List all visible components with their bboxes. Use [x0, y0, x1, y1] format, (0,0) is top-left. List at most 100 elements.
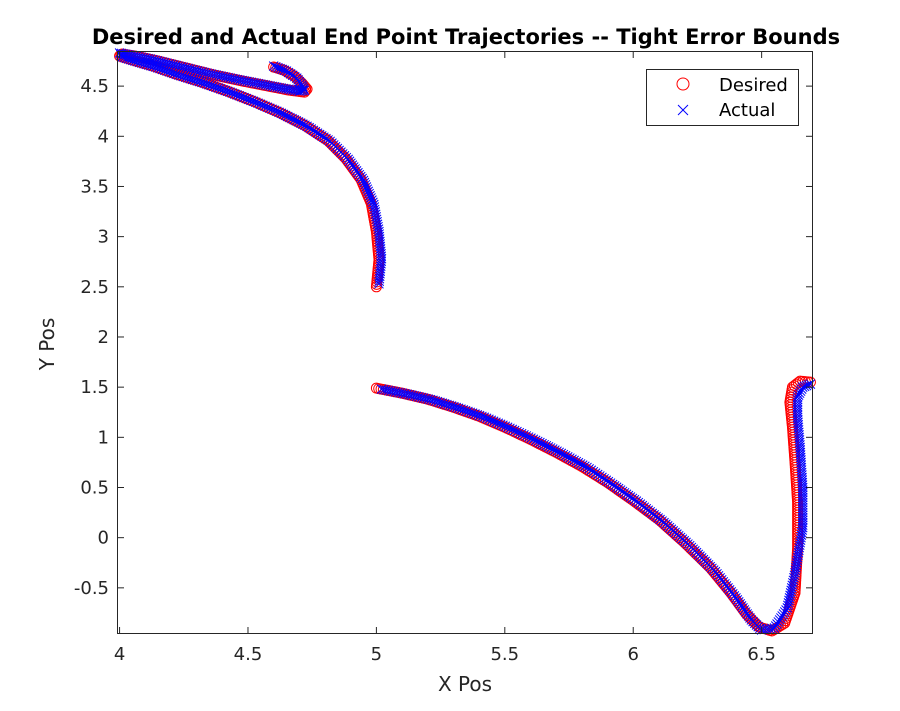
point-desired: [723, 585, 735, 597]
point-actual: [521, 431, 532, 441]
point-actual: [582, 462, 592, 473]
y-tick-label: 0: [98, 528, 109, 549]
point-actual: [792, 409, 803, 420]
point-actual: [797, 490, 808, 500]
point-actual: [797, 495, 808, 505]
point-actual: [792, 399, 803, 410]
point-actual: [792, 414, 803, 425]
point-actual: [797, 492, 808, 503]
point-desired: [347, 162, 359, 174]
point-actual: [306, 124, 317, 134]
point-actual: [792, 402, 803, 413]
x-tick-label: 4: [114, 644, 125, 665]
point-actual: [599, 473, 609, 484]
point-actual: [803, 380, 814, 390]
series-actual: [114, 48, 816, 635]
point-actual: [302, 121, 312, 132]
plot-area: [117, 51, 813, 634]
point-actual: [594, 471, 605, 481]
point-actual: [509, 425, 520, 436]
point-desired: [732, 596, 744, 608]
point-actual: [507, 424, 518, 435]
legend-marker-actual: [677, 104, 689, 116]
point-desired: [733, 598, 745, 610]
point-desired: [643, 506, 655, 518]
point-actual: [526, 433, 536, 443]
point-actual: [797, 517, 808, 528]
point-actual: [310, 126, 321, 137]
x-tick-label: 6: [627, 644, 638, 665]
point-actual: [601, 475, 612, 486]
x-tick-label: 5.5: [490, 644, 519, 665]
point-actual: [792, 404, 803, 415]
y-tick-label: 2.5: [80, 277, 109, 298]
point-actual: [797, 497, 808, 508]
plot-border: [117, 51, 813, 634]
point-desired: [351, 168, 363, 180]
point-actual: [519, 430, 529, 440]
legend-label-desired: Desired: [719, 75, 788, 96]
point-desired: [348, 164, 360, 176]
y-tick-label: 3: [98, 227, 109, 248]
y-tick-label: 1.5: [80, 377, 109, 398]
point-actual: [792, 412, 803, 423]
point-actual: [374, 278, 384, 289]
data-layer: [114, 48, 816, 637]
point-actual: [586, 465, 597, 476]
point-actual: [797, 500, 808, 510]
point-desired: [627, 495, 639, 507]
point-desired: [736, 602, 748, 614]
point-actual: [308, 125, 319, 136]
point-actual: [588, 466, 599, 477]
y-tick-label: 3.5: [80, 176, 109, 197]
point-desired: [726, 589, 738, 601]
point-actual: [797, 510, 808, 520]
point-desired: [340, 152, 352, 164]
point-actual: [603, 476, 614, 487]
point-desired: [725, 587, 737, 599]
point-actual: [304, 122, 315, 133]
point-actual: [376, 251, 387, 262]
x-tick-label: 4.5: [234, 644, 263, 665]
point-actual: [797, 512, 808, 523]
x-tick-label: 5: [371, 644, 382, 665]
point-actual: [502, 422, 513, 433]
legend: Desired Actual: [646, 69, 799, 126]
legend-marker-desired: [676, 77, 690, 91]
point-actual: [797, 485, 808, 495]
point-desired: [631, 497, 643, 509]
x-tick-label: 6.5: [747, 644, 776, 665]
point-actual: [523, 432, 534, 442]
point-desired: [735, 600, 747, 612]
point-actual: [792, 407, 803, 418]
y-tick-label: 2: [98, 327, 109, 348]
point-actual: [797, 522, 808, 533]
point-actual: [797, 502, 808, 513]
point-actual: [592, 469, 603, 480]
point-actual: [797, 505, 808, 515]
point-desired: [639, 503, 651, 515]
y-tick-label: 4.5: [80, 76, 109, 97]
point-desired: [352, 170, 364, 182]
point-desired: [633, 499, 645, 511]
point-actual: [605, 478, 616, 488]
legend-label-actual: Actual: [719, 100, 775, 121]
point-actual: [797, 520, 808, 530]
point-desired: [635, 500, 647, 512]
point-actual: [514, 427, 525, 438]
y-tick-label: 1: [98, 427, 109, 448]
point-actual: [797, 507, 808, 518]
point-actual: [584, 463, 594, 474]
point-desired: [625, 493, 637, 505]
y-tick-label: 0.5: [80, 477, 109, 498]
point-desired: [728, 591, 740, 603]
legend-box: [646, 69, 799, 126]
point-desired: [729, 593, 741, 605]
point-actual: [374, 276, 385, 287]
point-actual: [505, 423, 515, 434]
point-desired: [730, 595, 742, 607]
ticks-layer: 4 4.5 5 5.5 6 6.5 -0.5 0 0.5 1 1.5 2 2.5 3 3.5 4 4.5: [74, 51, 813, 665]
x-axis-label: X Pos: [438, 672, 492, 696]
point-actual: [314, 129, 325, 140]
